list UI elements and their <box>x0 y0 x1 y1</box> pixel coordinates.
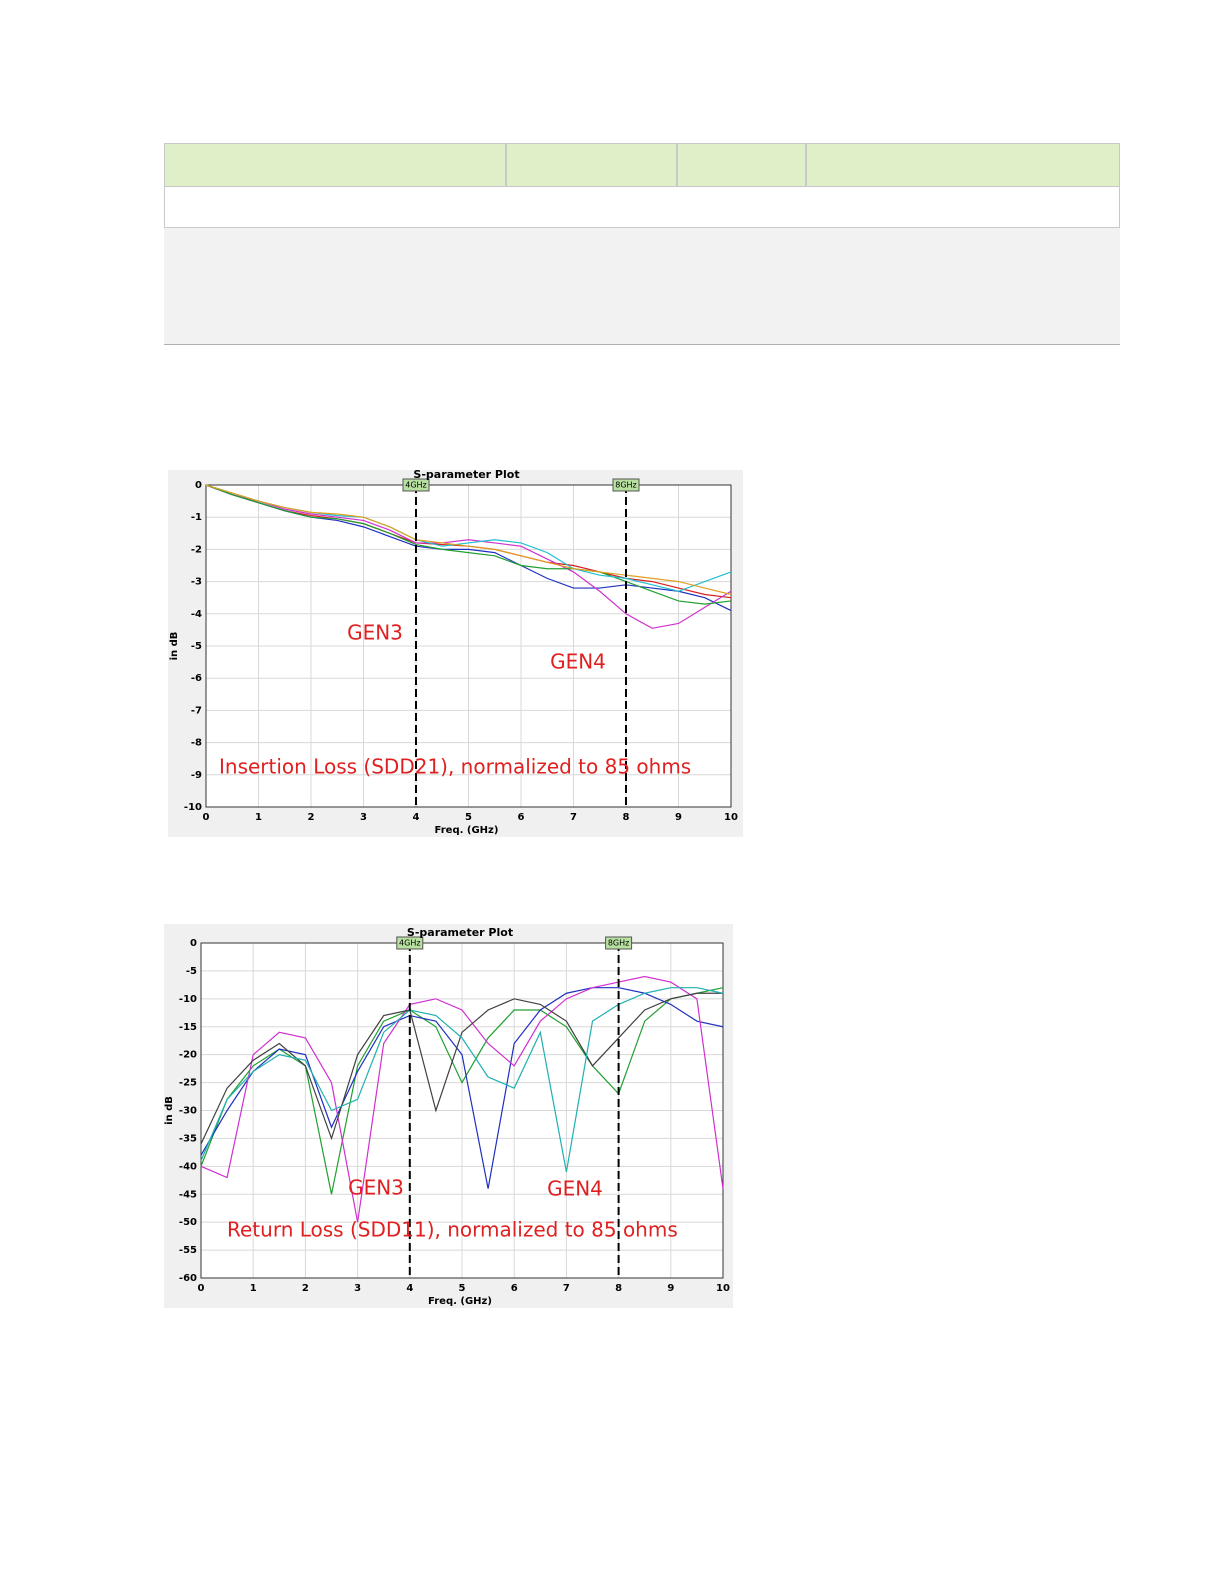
y-tick-label: -30 <box>179 1106 197 1117</box>
y-tick-label: -9 <box>191 770 202 781</box>
y-tick-label: -5 <box>191 641 202 652</box>
marker-tag <box>396 936 424 950</box>
x-tick-label: 9 <box>675 812 682 823</box>
x-tick-label: 8 <box>615 1283 622 1294</box>
marker-label: 4GHz <box>405 481 427 490</box>
marker-label: 8GHz <box>608 939 630 948</box>
x-axis-label: Freq. (GHz) <box>428 1296 492 1307</box>
x-tick-label: 3 <box>360 812 367 823</box>
table-header-cell <box>806 143 1120 187</box>
y-tick-label: -50 <box>179 1217 197 1228</box>
table-header-cell <box>506 143 677 187</box>
x-tick-label: 0 <box>198 1283 205 1294</box>
chart-title: S-parameter Plot <box>407 926 513 939</box>
x-tick-label: 10 <box>716 1283 730 1294</box>
y-tick-label: 0 <box>195 480 202 491</box>
y-axis-label: in dB <box>164 1096 175 1125</box>
y-tick-label: -6 <box>191 673 202 684</box>
x-tick-label: 1 <box>250 1283 257 1294</box>
marker-tag <box>612 478 640 492</box>
table-header-cell <box>677 143 806 187</box>
annotation: Return Loss (SDD11), normalized to 85 oh… <box>227 1218 678 1242</box>
y-tick-label: -1 <box>191 512 202 523</box>
marker-tag <box>402 478 430 492</box>
y-tick-label: -40 <box>179 1161 197 1172</box>
annotation: GEN4 <box>547 1177 603 1201</box>
curve <box>200 987 724 1173</box>
x-tick-label: 3 <box>354 1283 361 1294</box>
x-tick-label: 10 <box>724 812 738 823</box>
marker-label: 4GHz <box>399 939 421 948</box>
y-tick-label: -15 <box>179 1022 197 1033</box>
x-tick-label: 2 <box>302 1283 309 1294</box>
x-tick-label: 4 <box>413 812 420 823</box>
x-tick-label: 6 <box>518 812 525 823</box>
y-tick-label: -25 <box>179 1078 197 1089</box>
x-tick-label: 5 <box>465 812 472 823</box>
y-tick-label: 0 <box>190 938 197 949</box>
y-tick-label: -45 <box>179 1189 197 1200</box>
annotation: GEN3 <box>348 1176 404 1200</box>
table-header-cell <box>164 143 506 187</box>
x-tick-label: 9 <box>667 1283 674 1294</box>
x-tick-label: 7 <box>570 812 577 823</box>
y-tick-label: -3 <box>191 577 202 588</box>
y-tick-label: -55 <box>179 1245 197 1256</box>
curve <box>200 987 724 1195</box>
y-tick-label: -2 <box>191 544 202 555</box>
y-tick-label: -7 <box>191 705 202 716</box>
annotation: GEN3 <box>347 621 403 645</box>
curve <box>200 975 724 1223</box>
x-axis-label: Freq. (GHz) <box>435 825 499 836</box>
curve <box>200 992 723 1145</box>
curve <box>205 484 732 605</box>
plot-frame <box>205 484 732 808</box>
x-tick-label: 7 <box>563 1283 570 1294</box>
chart-title: S-parameter Plot <box>413 468 519 481</box>
y-tick-label: -5 <box>186 966 197 977</box>
table-row <box>164 187 1120 228</box>
y-tick-label: -4 <box>191 609 202 620</box>
plot-frame <box>200 942 724 1279</box>
x-tick-label: 2 <box>308 812 315 823</box>
y-tick-label: -20 <box>179 1050 197 1061</box>
y-tick-label: -8 <box>191 738 202 749</box>
x-tick-label: 0 <box>203 812 210 823</box>
x-tick-label: 4 <box>406 1283 413 1294</box>
y-tick-label: -10 <box>184 802 202 813</box>
curve <box>205 484 732 596</box>
annotation: Insertion Loss (SDD21), normalized to 85… <box>219 755 691 779</box>
y-tick-label: -60 <box>179 1273 197 1284</box>
annotation: GEN4 <box>550 650 606 674</box>
x-tick-label: 8 <box>623 812 630 823</box>
x-tick-label: 5 <box>459 1283 466 1294</box>
y-axis-label: in dB <box>169 632 180 661</box>
curve <box>205 484 732 629</box>
marker-label: 8GHz <box>615 481 637 490</box>
x-tick-label: 6 <box>511 1283 518 1294</box>
table-note-row <box>164 228 1120 345</box>
y-tick-label: -35 <box>179 1133 197 1144</box>
marker-tag <box>605 936 633 950</box>
y-tick-label: -10 <box>179 994 197 1005</box>
x-tick-label: 1 <box>255 812 262 823</box>
